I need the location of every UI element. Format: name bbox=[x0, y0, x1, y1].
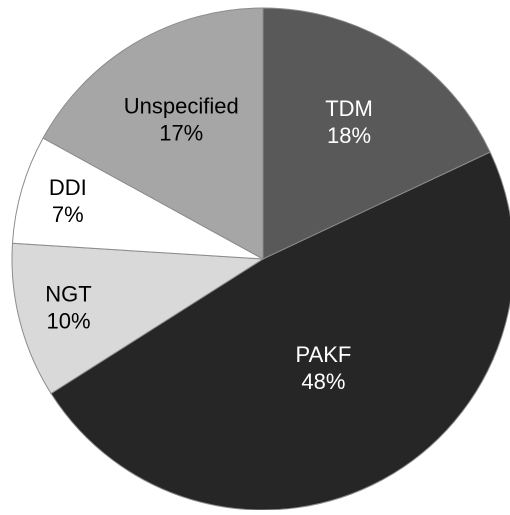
pie-slice bbox=[11, 137, 264, 260]
pie-slice bbox=[262, 7, 491, 260]
slice-value-label: 7% bbox=[52, 202, 84, 227]
slice-category-label: Unspecified bbox=[124, 94, 239, 119]
pie-slice bbox=[50, 151, 510, 511]
slice-category-label: NGT bbox=[45, 282, 91, 307]
pie-slice bbox=[11, 242, 265, 395]
slice-value-label: 18% bbox=[327, 123, 371, 148]
slice-category-label: DDI bbox=[49, 175, 87, 200]
slice-category-label: PAKF bbox=[296, 342, 352, 367]
slice-value-label: 17% bbox=[159, 121, 203, 146]
pie-slice bbox=[42, 7, 264, 260]
slice-category-label: TDM bbox=[325, 96, 373, 121]
slice-value-label: 48% bbox=[301, 369, 345, 394]
slice-value-label: 10% bbox=[46, 309, 90, 334]
